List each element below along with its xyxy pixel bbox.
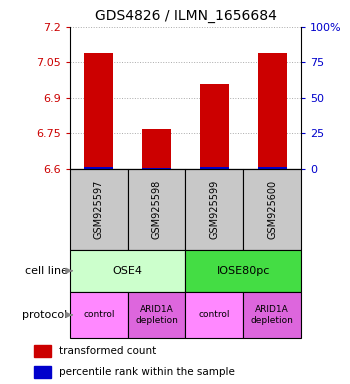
Bar xyxy=(84,53,113,169)
Bar xyxy=(200,167,229,169)
Text: control: control xyxy=(198,310,230,319)
Text: ARID1A
depletion: ARID1A depletion xyxy=(251,305,294,324)
FancyBboxPatch shape xyxy=(70,169,128,250)
Bar xyxy=(34,366,51,378)
Text: percentile rank within the sample: percentile rank within the sample xyxy=(60,367,235,377)
Bar xyxy=(142,168,171,169)
FancyBboxPatch shape xyxy=(243,292,301,338)
Bar xyxy=(142,129,171,169)
Title: GDS4826 / ILMN_1656684: GDS4826 / ILMN_1656684 xyxy=(94,9,276,23)
Text: control: control xyxy=(83,310,115,319)
Bar xyxy=(84,167,113,169)
Text: GSM925597: GSM925597 xyxy=(94,180,104,239)
Text: GSM925598: GSM925598 xyxy=(152,180,162,239)
Text: cell line: cell line xyxy=(25,266,68,276)
FancyBboxPatch shape xyxy=(186,250,301,292)
FancyBboxPatch shape xyxy=(128,292,186,338)
FancyBboxPatch shape xyxy=(243,169,301,250)
Bar xyxy=(258,53,287,169)
Text: GSM925600: GSM925600 xyxy=(267,180,277,239)
FancyBboxPatch shape xyxy=(186,292,243,338)
Text: IOSE80pc: IOSE80pc xyxy=(217,266,270,276)
Text: ARID1A
depletion: ARID1A depletion xyxy=(135,305,178,324)
Text: protocol: protocol xyxy=(22,310,68,320)
FancyBboxPatch shape xyxy=(128,169,186,250)
Bar xyxy=(34,345,51,356)
FancyBboxPatch shape xyxy=(70,250,186,292)
Text: transformed count: transformed count xyxy=(60,346,156,356)
Text: OSE4: OSE4 xyxy=(113,266,143,276)
Bar xyxy=(200,84,229,169)
FancyBboxPatch shape xyxy=(70,292,128,338)
Text: GSM925599: GSM925599 xyxy=(209,180,219,239)
Bar xyxy=(258,167,287,169)
FancyBboxPatch shape xyxy=(186,169,243,250)
